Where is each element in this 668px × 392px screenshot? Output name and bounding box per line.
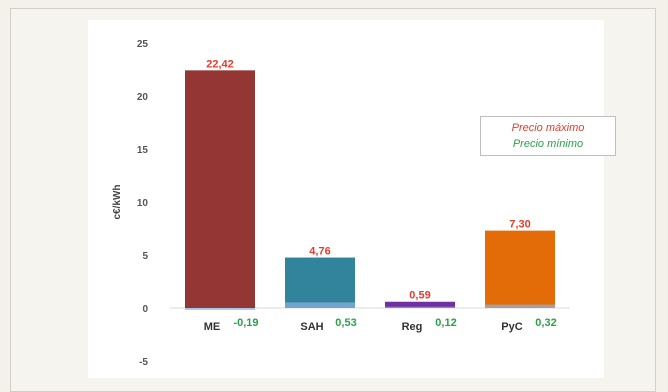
bar-max-sah (285, 257, 355, 308)
legend-entry-max: Precio máximo (511, 122, 585, 134)
bar-min-sah (285, 302, 355, 308)
y-tick-label: -5 (139, 357, 148, 368)
data-label-min: -0,19 (233, 317, 258, 329)
y-tick-label: 15 (137, 145, 149, 156)
data-label-max: 7,30 (509, 219, 530, 231)
y-tick-label: 25 (137, 39, 149, 50)
x-tick-label: Reg (402, 321, 423, 333)
x-tick-label: PyC (501, 321, 522, 333)
x-tick-label: SAH (300, 321, 323, 333)
plot-area: -5 0 5 10 15 20 25 c€/kWh 22,42 ME -0,19 4,76 SAH 0,5… (88, 20, 616, 378)
y-tick-label: 0 (142, 304, 148, 315)
data-label-max: 4,76 (309, 246, 330, 258)
x-tick-label: ME (204, 321, 221, 333)
data-label-max: 0,59 (409, 290, 430, 302)
y-tick-label: 5 (142, 251, 148, 262)
bar-min-me (185, 308, 255, 311)
legend: Precio máximo Precio mínimo (480, 116, 616, 156)
bar-min-pyc (485, 304, 555, 308)
bar-min-reg (385, 306, 455, 308)
y-axis-label: c€/kWh (112, 184, 123, 219)
data-label-min: 0,53 (335, 317, 356, 329)
y-tick-label: 10 (137, 198, 149, 209)
data-label-max: 22,42 (206, 58, 234, 70)
bar-max-reg (385, 301, 455, 308)
bar-chart: -5 0 5 10 15 20 25 c€/kWh 22,42 ME -0,19 4,76 SAH 0,5… (112, 39, 570, 368)
y-tick-label: 20 (137, 92, 149, 103)
data-label-min: 0,32 (535, 317, 556, 329)
bar-max-pyc (485, 230, 555, 308)
bar-max-me (185, 70, 255, 309)
legend-entry-min: Precio mínimo (512, 138, 584, 150)
data-label-min: 0,12 (435, 317, 456, 329)
